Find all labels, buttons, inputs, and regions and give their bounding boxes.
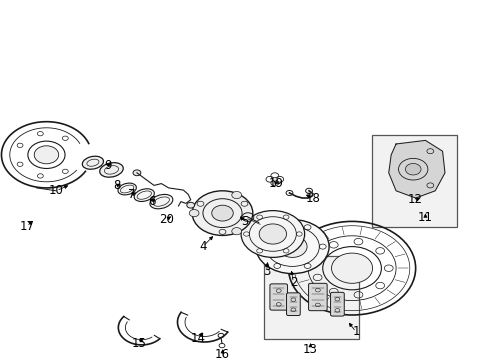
Ellipse shape	[100, 163, 123, 177]
Ellipse shape	[134, 189, 154, 202]
Circle shape	[241, 211, 304, 257]
Ellipse shape	[82, 156, 103, 169]
Text: 1: 1	[351, 325, 359, 338]
Bar	[264, 256, 359, 339]
Ellipse shape	[118, 183, 136, 195]
Circle shape	[405, 163, 420, 175]
Text: 11: 11	[417, 211, 432, 224]
Circle shape	[277, 236, 306, 257]
Text: 4: 4	[199, 240, 206, 253]
FancyBboxPatch shape	[286, 293, 300, 315]
Circle shape	[192, 191, 252, 235]
Circle shape	[186, 202, 194, 208]
Text: 14: 14	[190, 332, 205, 345]
Circle shape	[331, 253, 372, 283]
Bar	[371, 135, 456, 227]
Circle shape	[34, 146, 59, 164]
Text: 9: 9	[103, 159, 111, 172]
Ellipse shape	[150, 194, 172, 209]
Text: 13: 13	[303, 343, 317, 356]
Circle shape	[231, 192, 241, 199]
Text: 17: 17	[20, 220, 34, 233]
Text: 16: 16	[215, 348, 229, 360]
Text: 15: 15	[132, 337, 146, 350]
Circle shape	[189, 210, 199, 217]
FancyBboxPatch shape	[308, 283, 326, 311]
Text: 7: 7	[128, 188, 136, 201]
Circle shape	[231, 228, 241, 235]
FancyBboxPatch shape	[269, 284, 287, 310]
Text: 10: 10	[49, 184, 63, 197]
Text: 8: 8	[113, 179, 121, 192]
Text: 18: 18	[305, 192, 320, 204]
Text: 2: 2	[289, 276, 297, 289]
Text: 6: 6	[147, 195, 155, 208]
Circle shape	[133, 170, 141, 176]
Text: 5: 5	[240, 215, 248, 228]
Text: 20: 20	[159, 213, 173, 226]
Circle shape	[255, 220, 328, 274]
Text: 19: 19	[268, 177, 283, 190]
Circle shape	[211, 205, 233, 221]
FancyBboxPatch shape	[330, 292, 344, 316]
Circle shape	[272, 177, 277, 181]
Polygon shape	[388, 140, 444, 198]
Text: 3: 3	[262, 265, 270, 278]
Text: 12: 12	[407, 193, 422, 206]
Circle shape	[259, 224, 286, 244]
